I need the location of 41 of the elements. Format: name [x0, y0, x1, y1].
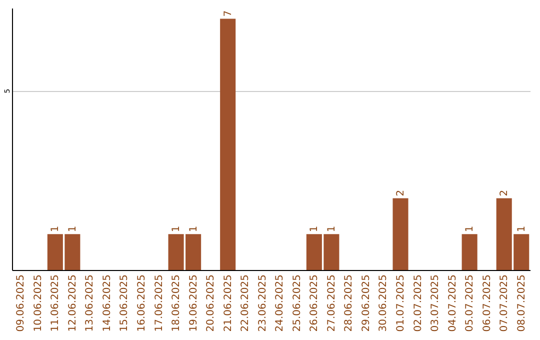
- x-tick-label: 14.06.2025: [102, 274, 113, 332]
- x-tick-label: 06.07.2025: [482, 274, 493, 332]
- x-tick-label: 15.06.2025: [119, 274, 130, 332]
- x-tick-label: 27.06.2025: [326, 274, 338, 332]
- x-tick-label: 11.06.2025: [50, 274, 62, 332]
- x-tick-label: 17.06.2025: [154, 274, 165, 332]
- x-tick-label: 19.06.2025: [188, 274, 200, 332]
- data-label: 1: [50, 226, 62, 232]
- data-label: 1: [171, 226, 182, 232]
- x-tick-label: 12.06.2025: [67, 274, 78, 332]
- x-tick-label: 13.06.2025: [84, 274, 96, 332]
- x-tick-label: 28.06.2025: [344, 274, 355, 332]
- x-tick-label: 22.06.2025: [240, 274, 252, 332]
- x-tick-label: 29.06.2025: [360, 274, 372, 332]
- x-tick-label: 26.06.2025: [309, 274, 320, 332]
- x-tick-label: 07.07.2025: [499, 274, 510, 332]
- x-tick-label: 20.06.2025: [206, 274, 217, 332]
- x-tick-label: 24.06.2025: [274, 274, 286, 332]
- data-label: 1: [67, 226, 78, 232]
- x-tick-label: 03.07.2025: [430, 274, 442, 332]
- x-tick-label: 04.07.2025: [447, 274, 458, 332]
- data-label: 7: [222, 10, 234, 17]
- x-tick-label: 21.06.2025: [222, 274, 234, 332]
- x-tick-label: 08.07.2025: [516, 274, 528, 332]
- data-label: 2: [499, 190, 510, 196]
- x-tick-label: 09.06.2025: [16, 274, 27, 332]
- data-label: 2: [396, 190, 406, 196]
- x-tick-label: 18.06.2025: [171, 274, 182, 332]
- data-label: 1: [309, 226, 320, 232]
- data-label: 1: [188, 226, 200, 232]
- x-tick-label: 30.06.2025: [378, 274, 390, 332]
- data-label: 1: [516, 226, 528, 232]
- x-tick-label: 05.07.2025: [464, 274, 476, 332]
- x-tick-label: 16.06.2025: [136, 274, 148, 332]
- x-tick-label: 23.06.2025: [257, 274, 268, 332]
- x-tick-label: 10.06.2025: [32, 274, 44, 332]
- x-tick-label: 01.07.2025: [396, 274, 406, 332]
- data-label: 1: [326, 226, 338, 232]
- x-tick-label: 02.07.2025: [412, 274, 424, 332]
- data-label: 1: [464, 226, 476, 232]
- x-tick-label: 25.06.2025: [292, 274, 303, 332]
